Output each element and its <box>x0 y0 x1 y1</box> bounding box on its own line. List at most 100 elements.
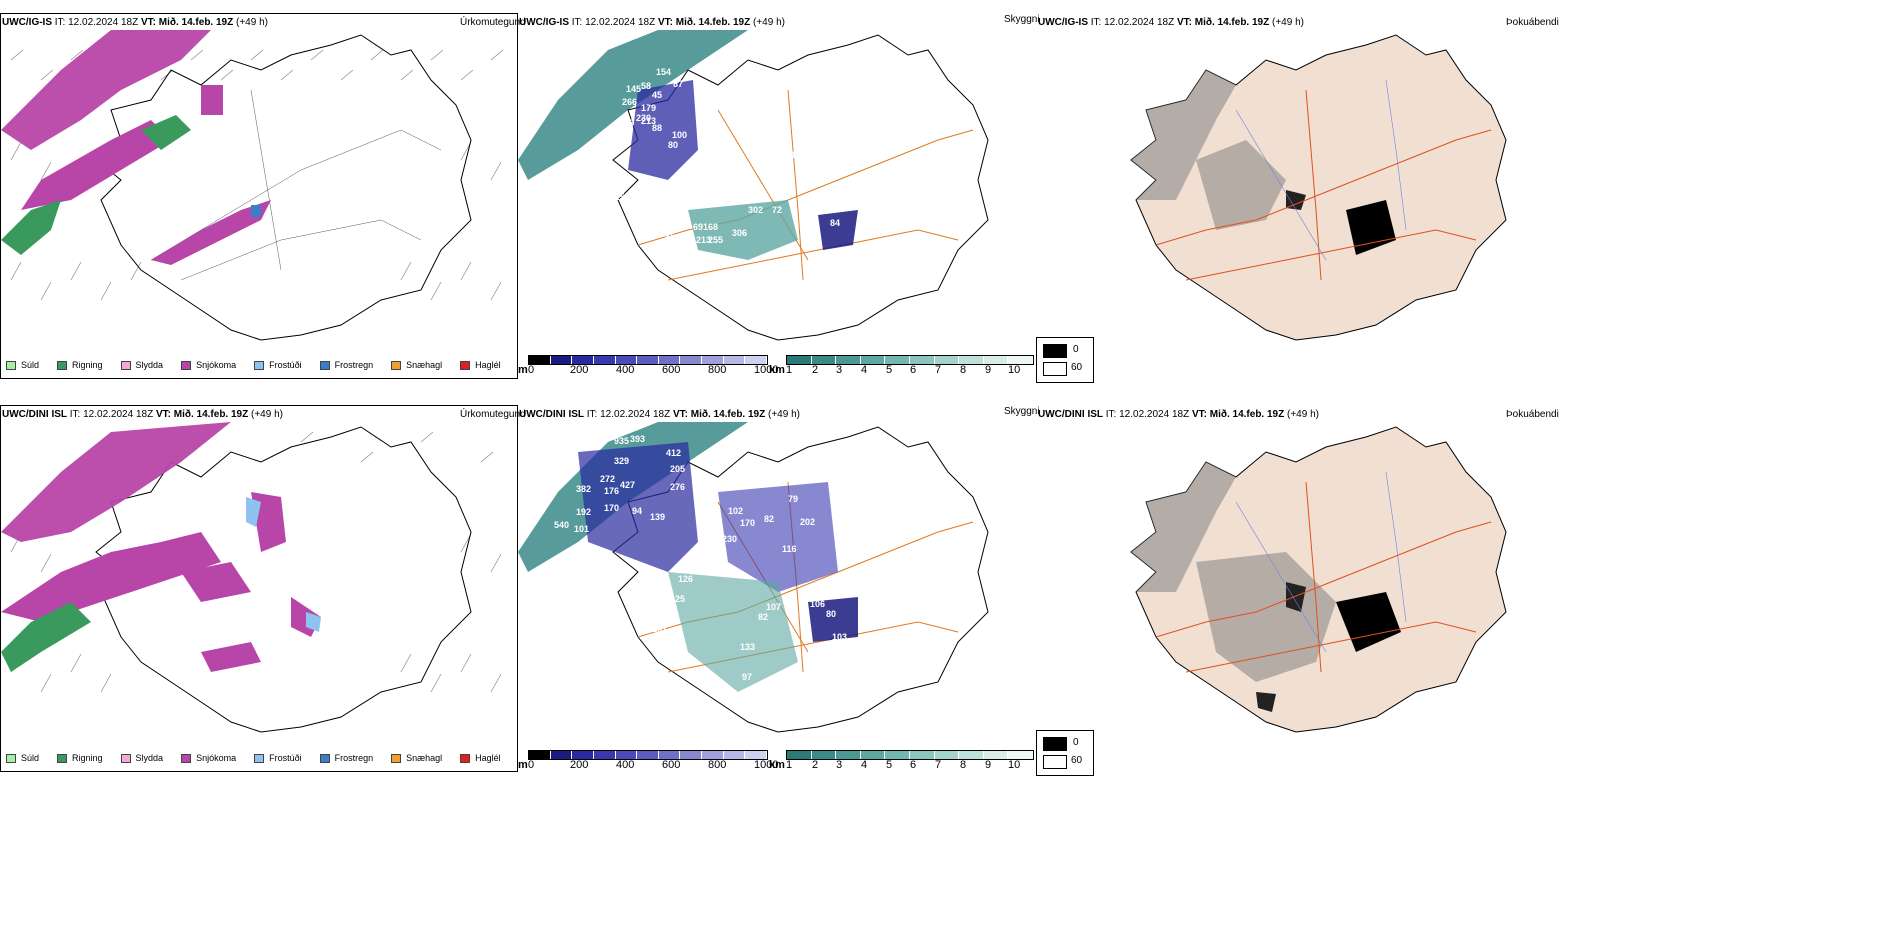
vis-value: 145 <box>626 84 641 94</box>
vis-value: 170 <box>740 518 755 528</box>
vis-value: 266 <box>622 97 637 107</box>
legend-item: Frostúði <box>254 360 302 370</box>
vis-value: 58 <box>641 81 651 91</box>
legend-item: Snæhagl <box>391 360 442 370</box>
panel-header-vis-bottom: UWC/DINI ISL IT: 12.02.2024 18Z VT: Mið.… <box>519 409 800 420</box>
visibility-title-bottom: Skyggni <box>1004 406 1040 417</box>
vis-value: 81 <box>760 708 770 718</box>
fog-indicator-map-top <box>1130 34 1507 341</box>
legend-item: Slydda <box>120 753 163 763</box>
vis-value: 276 <box>670 482 685 492</box>
legend-item: Rigning <box>57 753 103 763</box>
swatch <box>460 360 471 370</box>
vis-value: 16 <box>624 118 634 128</box>
vis-value: 225 <box>616 128 631 138</box>
visibility-map-top: 154 87 145 58 266 45 179 171 16 230 213 … <box>518 30 989 341</box>
vis-value: 97 <box>742 672 752 682</box>
vis-value: 179 <box>641 103 656 113</box>
vis-value: 302 <box>748 205 763 215</box>
panel-header-cloud-bottom: UWC/DINI ISL IT: 12.02.2024 18Z VT: Mið.… <box>1038 409 1319 420</box>
vis-value: 22 <box>746 692 756 702</box>
vis-value: 125 <box>670 594 685 604</box>
vis-value: 139 <box>650 512 665 522</box>
legend-item: Frostregn <box>319 360 373 370</box>
vis-value: 393 <box>630 434 645 444</box>
vis-value: 70 <box>775 116 785 126</box>
vis-value: 176 <box>604 486 619 496</box>
visibility-scale-m-bottom <box>528 750 768 760</box>
visibility-values: 935 393 412 329 205 382 272 427 276 176 … <box>554 434 847 718</box>
vis-value: 272 <box>600 474 615 484</box>
vis-value: 935 <box>614 436 629 446</box>
legend-item: Haglél <box>460 753 501 763</box>
fog-indicator-map-bottom <box>1130 426 1507 733</box>
vis-value: 41 <box>664 230 674 240</box>
vis-value: 80 <box>826 609 836 619</box>
vis-value: 170 <box>604 503 619 513</box>
swatch <box>57 360 68 370</box>
precip-type-title-top: Úrkomutegund <box>460 17 526 28</box>
vis-value: 103 <box>832 632 847 642</box>
vis-value: 102 <box>728 506 743 516</box>
fog-legend-bottom: 0 60 <box>1036 730 1094 776</box>
legend-swatch <box>1043 362 1067 376</box>
vis-value: 80 <box>668 140 678 150</box>
vis-value: 213 <box>641 116 656 126</box>
scale-unit-m-bottom: m <box>518 759 528 771</box>
vis-value: 115 <box>610 192 625 202</box>
vis-value: 48 <box>600 198 610 208</box>
vis-value: 202 <box>800 517 815 527</box>
swatch <box>181 753 192 763</box>
vis-value: 126 <box>678 574 693 584</box>
vis-value: 102 <box>626 190 641 200</box>
vis-value: 116 <box>782 544 797 554</box>
legend-item: Haglél <box>460 360 501 370</box>
visibility-scale-km-bottom <box>786 750 1034 760</box>
precip-type-title-bottom: Úrkomutegund <box>460 409 526 420</box>
visibility-scale-km-top <box>786 355 1034 365</box>
swatch <box>391 360 402 370</box>
vis-value: 540 <box>554 520 569 530</box>
swatch <box>120 753 131 763</box>
legend-item: Súld <box>6 360 39 370</box>
legend-item: Snæhagl <box>391 753 442 763</box>
legend-swatch <box>1043 737 1067 751</box>
swatch <box>6 753 16 763</box>
legend-swatch <box>1043 755 1067 769</box>
vis-value: 154 <box>656 67 671 77</box>
vis-value: 82 <box>758 612 768 622</box>
vis-value: 45 <box>652 90 662 100</box>
vis-value: 69 <box>693 222 703 232</box>
legend-item: Súld <box>6 753 39 763</box>
vis-value: 84 <box>830 218 840 228</box>
swatch <box>254 360 265 370</box>
visibility-map-bottom: 935 393 412 329 205 382 272 427 276 176 … <box>518 422 989 733</box>
fog-legend-top: 0 60 <box>1036 337 1094 383</box>
swatch <box>120 360 131 370</box>
vis-value: 101 <box>574 524 589 534</box>
legend-item: Snjókoma <box>181 360 236 370</box>
vis-value: 100 <box>672 130 687 140</box>
vis-value: 192 <box>576 507 591 517</box>
vis-value: 412 <box>666 448 681 458</box>
precip-legend-bottom: Súld Rigning Slydda Snjókoma Frostúði Fr… <box>6 753 515 763</box>
vis-value: 306 <box>732 228 747 238</box>
scale-unit-m-top: m <box>518 364 528 376</box>
swatch <box>319 360 330 370</box>
legend-item: Frostregn <box>319 753 373 763</box>
visibility-scale-m-top <box>528 355 768 365</box>
fog-indicator-title-bottom: Þokuábendi <box>1506 409 1559 420</box>
precip-map-top <box>1 30 504 341</box>
legend-item: Slydda <box>120 360 163 370</box>
vis-value: 106 <box>810 599 825 609</box>
vis-value: 119 <box>622 586 637 596</box>
vis-value: 230 <box>722 534 737 544</box>
vis-value: 63 <box>652 594 662 604</box>
precip-type-panel-top <box>0 13 518 379</box>
swatch <box>391 753 402 763</box>
vis-value: 205 <box>670 464 685 474</box>
vis-value: 133 <box>740 642 755 652</box>
legend-item: Rigning <box>57 360 103 370</box>
vis-value: 107 <box>766 602 781 612</box>
vis-value: 101 <box>652 624 667 634</box>
